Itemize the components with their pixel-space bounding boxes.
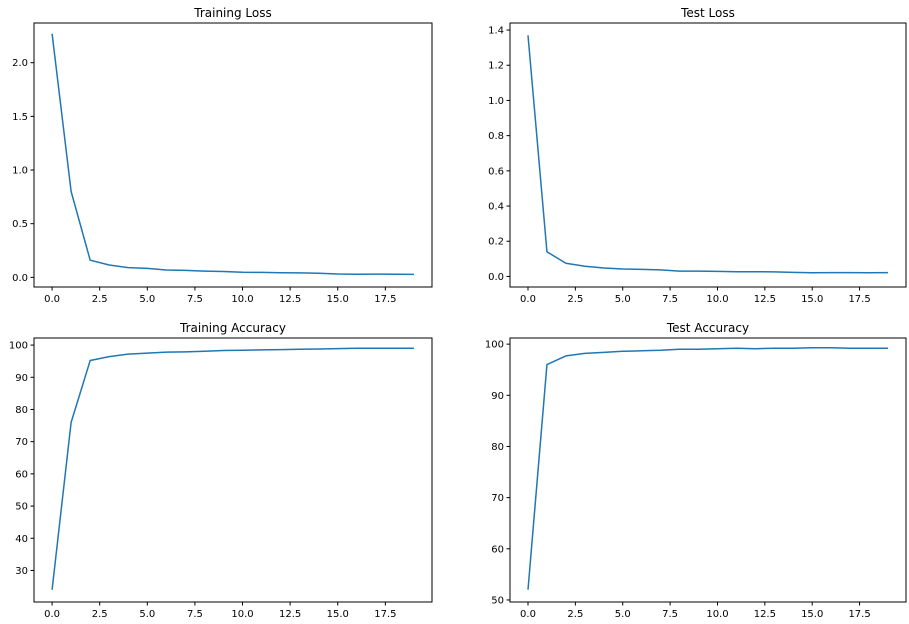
y-tick-label: 1.0 — [488, 96, 504, 107]
chart-title: Training Accuracy — [179, 321, 286, 335]
x-tick-label: 10.0 — [706, 609, 728, 620]
plot-area — [527, 35, 889, 274]
series-line — [51, 347, 414, 590]
y-tick-label: 30 — [15, 566, 28, 577]
chart-title: Training Loss — [193, 6, 271, 20]
x-tick-label: 2.5 — [567, 609, 583, 620]
x-tick-label: 7.5 — [662, 294, 678, 305]
x-tick-label: 10.0 — [231, 294, 253, 305]
x-axis-ticks: 0.0 2.5 5.0 7.5 10.0 12.5 15.0 17.5 — [44, 287, 396, 305]
x-tick-label: 12.5 — [279, 609, 301, 620]
y-tick-label: 0.8 — [488, 131, 504, 142]
x-axis-ticks: 0.0 2.5 5.0 7.5 10.0 12.5 15.0 17.5 — [520, 287, 871, 305]
y-axis-ticks: 50 60 70 80 90 100 — [485, 340, 510, 606]
series-line — [527, 35, 889, 274]
y-axis-ticks: 0.0 0.5 1.0 1.5 2.0 — [12, 58, 34, 284]
plot-area — [51, 33, 414, 276]
x-tick-label: 7.5 — [662, 609, 678, 620]
x-tick-label: 0.0 — [44, 294, 60, 305]
x-tick-label: 5.0 — [139, 294, 155, 305]
chart-test-accuracy: Test Accuracy 50 60 70 80 90 100 0.0 2.5 5.0 7.5… — [485, 321, 907, 620]
y-tick-label: 0.6 — [488, 166, 504, 177]
x-axis-ticks: 0.0 2.5 5.0 7.5 10.0 12.5 15.0 17.5 — [520, 602, 871, 620]
axes-frame — [509, 22, 907, 288]
series-line — [51, 33, 414, 276]
y-tick-label: 2.0 — [12, 58, 28, 69]
y-tick-label: 100 — [485, 340, 504, 351]
chart-training-loss: Training Loss 0.0 0.5 1.0 1.5 2.0 0.0 2.5 5.0 7… — [12, 6, 433, 305]
x-tick-label: 5.0 — [615, 294, 631, 305]
x-tick-label: 10.0 — [231, 609, 253, 620]
chart-title: Test Loss — [680, 6, 735, 20]
x-tick-label: 7.5 — [187, 609, 203, 620]
plot-area — [527, 346, 888, 590]
x-tick-label: 0.0 — [520, 294, 536, 305]
y-tick-label: 0.4 — [488, 202, 504, 213]
x-tick-label: 15.0 — [801, 294, 823, 305]
y-tick-label: 100 — [9, 341, 28, 352]
chart-training-accuracy: Training Accuracy 30 40 50 60 70 80 90 100 0.0 2… — [9, 321, 433, 620]
x-tick-label: 17.5 — [848, 609, 870, 620]
x-tick-label: 0.0 — [520, 609, 536, 620]
y-tick-label: 1.5 — [12, 112, 28, 123]
axes-frame — [33, 337, 433, 603]
axes-frame — [509, 337, 907, 603]
x-tick-label: 15.0 — [327, 294, 349, 305]
plot-area — [51, 347, 414, 590]
y-tick-label: 60 — [15, 469, 28, 480]
x-tick-label: 12.5 — [754, 609, 776, 620]
y-tick-label: 1.2 — [488, 61, 504, 72]
y-tick-label: 60 — [491, 544, 504, 555]
y-tick-label: 80 — [491, 442, 504, 453]
y-axis-ticks: 0.0 0.2 0.4 0.6 0.8 1.0 1.2 1.4 — [488, 26, 510, 283]
y-tick-label: 50 — [15, 502, 28, 513]
series-line — [527, 346, 888, 590]
x-tick-label: 10.0 — [706, 294, 728, 305]
x-tick-label: 15.0 — [801, 609, 823, 620]
y-tick-label: 0.2 — [488, 237, 504, 248]
x-tick-label: 5.0 — [139, 609, 155, 620]
y-tick-label: 0.0 — [488, 272, 504, 283]
x-tick-label: 5.0 — [615, 609, 631, 620]
x-tick-label: 2.5 — [567, 294, 583, 305]
x-tick-label: 17.5 — [848, 294, 870, 305]
y-tick-label: 90 — [491, 391, 504, 402]
x-tick-label: 0.0 — [44, 609, 60, 620]
y-tick-label: 1.4 — [488, 26, 504, 37]
x-tick-label: 7.5 — [187, 294, 203, 305]
y-tick-label: 40 — [15, 534, 28, 545]
chart-title: Test Accuracy — [666, 321, 749, 335]
chart-test-loss: Test Loss 0.0 0.2 0.4 0.6 0.8 1.0 1.2 1.4 0.0 2.… — [488, 6, 907, 305]
y-tick-label: 0.0 — [12, 273, 28, 284]
x-axis-ticks: 0.0 2.5 5.0 7.5 10.0 12.5 15.0 17.5 — [44, 602, 396, 620]
y-tick-label: 70 — [491, 493, 504, 504]
x-tick-label: 15.0 — [327, 609, 349, 620]
x-tick-label: 12.5 — [754, 294, 776, 305]
x-tick-label: 2.5 — [92, 294, 108, 305]
x-tick-label: 17.5 — [374, 294, 396, 305]
y-tick-label: 1.0 — [12, 166, 28, 177]
y-axis-ticks: 30 40 50 60 70 80 90 100 — [9, 341, 34, 577]
axes-frame — [33, 22, 433, 288]
y-tick-label: 80 — [15, 405, 28, 416]
x-tick-label: 2.5 — [92, 609, 108, 620]
x-tick-label: 17.5 — [374, 609, 396, 620]
y-tick-label: 50 — [491, 595, 504, 606]
y-tick-label: 0.5 — [12, 219, 28, 230]
y-tick-label: 90 — [15, 373, 28, 384]
x-tick-label: 12.5 — [279, 294, 301, 305]
y-tick-label: 70 — [15, 437, 28, 448]
